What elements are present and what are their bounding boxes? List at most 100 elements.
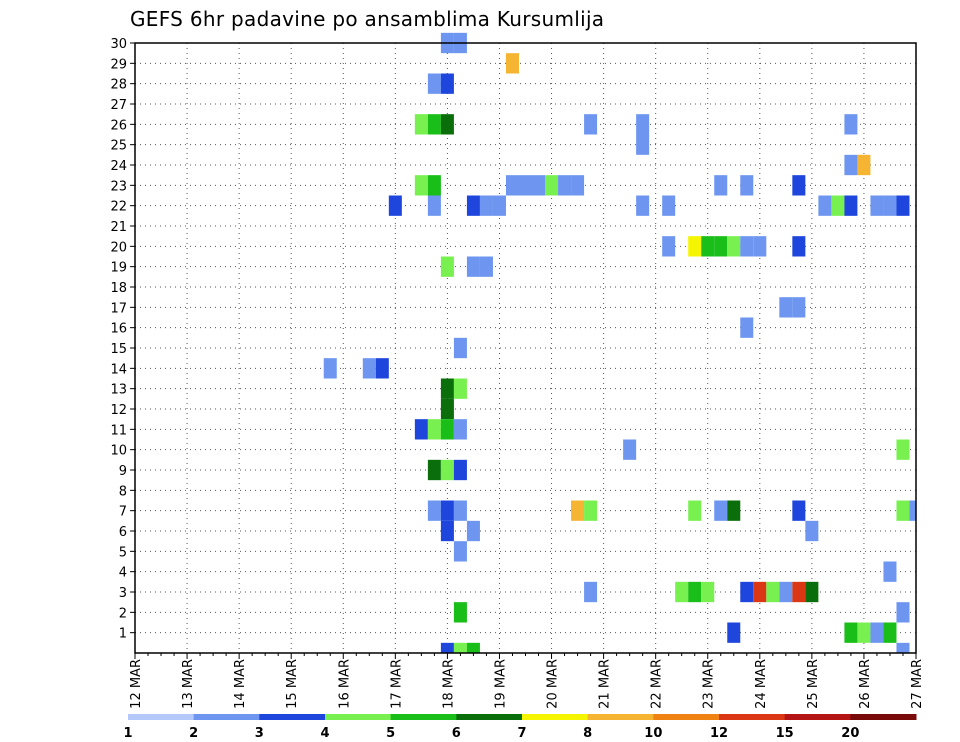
y-tick-label: 11: [110, 423, 127, 438]
precip-cell: [688, 581, 702, 603]
x-tick-label: 24 MAR: [754, 659, 769, 709]
legend: 1 2 3 4 5 6 7 8 10 12 15 20: [123, 714, 917, 741]
precip-cell: [792, 236, 806, 257]
legend-swatch: [390, 714, 457, 720]
y-tick-label: 25: [110, 139, 127, 154]
legend-label: 4: [320, 726, 329, 741]
precip-cell: [740, 317, 754, 338]
precip-cell: [896, 500, 910, 521]
legend-label: 6: [452, 726, 461, 741]
precip-cell: [440, 520, 454, 542]
x-tick-label: 25 MAR: [806, 659, 821, 709]
legend-swatch: [128, 714, 195, 720]
precip-cell: [545, 175, 559, 196]
x-tick-label: 13 MAR: [181, 659, 196, 709]
legend-swatch: [259, 714, 326, 720]
precip-cell: [844, 195, 858, 216]
precip-cell: [323, 358, 337, 379]
y-tick-label: 4: [119, 566, 127, 581]
x-tick-label: 12 MAR: [129, 659, 144, 709]
precip-cell: [896, 642, 910, 653]
precip-cell: [388, 195, 402, 216]
precip-cell: [427, 195, 441, 216]
precip-cell: [636, 114, 650, 135]
precip-cell: [427, 114, 441, 135]
precip-cell: [675, 581, 689, 603]
precip-cell: [688, 500, 702, 521]
y-tick-label: 22: [110, 200, 127, 215]
precip-cell: [792, 175, 806, 196]
precip-cell: [779, 581, 793, 603]
y-tick-label: 6: [119, 525, 127, 540]
y-tick-label: 21: [110, 220, 127, 235]
legend-swatch: [719, 714, 786, 720]
precip-cell: [427, 419, 441, 440]
precip-cell: [453, 459, 467, 481]
precip-cell: [427, 459, 441, 481]
precip-cell: [532, 175, 546, 196]
x-tick-label: 15 MAR: [285, 659, 300, 709]
legend-swatch: [850, 714, 917, 720]
y-tick-label: 28: [110, 78, 127, 93]
precip-cell: [571, 500, 585, 521]
precip-cell: [571, 175, 585, 196]
precip-cell: [440, 114, 454, 135]
precip-cell: [831, 195, 845, 216]
precip-cell: [375, 358, 389, 379]
precip-cell: [740, 581, 754, 603]
precip-cell: [740, 175, 754, 196]
precip-cell: [701, 581, 715, 603]
precip-cell: [453, 541, 467, 562]
precip-cell: [870, 195, 884, 216]
x-tick-label: 23 MAR: [702, 659, 717, 709]
precip-cell: [701, 236, 715, 257]
legend-label: 20: [841, 726, 859, 741]
precip-cell: [883, 195, 897, 216]
precip-cell: [440, 256, 454, 277]
precip-cell: [792, 581, 806, 603]
y-tick-label: 10: [110, 444, 127, 459]
precip-cell: [518, 175, 533, 196]
y-tick-label: 24: [110, 159, 127, 174]
legend-label: 10: [644, 726, 662, 741]
precip-cell: [584, 114, 598, 135]
precip-cell: [466, 195, 480, 216]
precip-cell: [453, 378, 467, 399]
precip-cell: [818, 195, 832, 216]
y-tick-label: 7: [119, 505, 127, 520]
precip-cell: [844, 114, 858, 135]
precip-cell: [505, 53, 519, 74]
precip-cell: [896, 439, 910, 460]
legend-label: 7: [517, 726, 526, 741]
precip-cell: [883, 561, 897, 582]
precip-cell: [427, 500, 441, 521]
precip-cell: [440, 378, 454, 399]
precip-cell: [414, 114, 428, 135]
y-tick-label: 2: [119, 606, 127, 621]
y-tick-label: 3: [119, 586, 127, 601]
precip-cell: [453, 642, 467, 653]
x-tick-label: 20 MAR: [546, 659, 561, 709]
precip-cell: [584, 581, 598, 603]
x-tick-label: 26 MAR: [858, 659, 873, 709]
legend-swatch: [587, 714, 654, 720]
chart-title: GEFS 6hr padavine po ansamblima Kursumli…: [130, 7, 604, 31]
y-axis: 1234567891011121314151617181920212223242…: [110, 37, 135, 642]
precip-cell: [362, 358, 376, 379]
precip-cell: [453, 500, 467, 521]
precip-cell: [870, 622, 884, 643]
precip-cell: [727, 622, 741, 643]
precip-cell: [714, 236, 728, 257]
precip-cell: [792, 297, 806, 318]
precip-cell: [857, 622, 871, 643]
precip-cell: [636, 195, 650, 216]
precip-cell: [466, 520, 480, 542]
precip-cell: [453, 419, 467, 440]
precip-cell: [753, 236, 767, 257]
precip-cell: [440, 419, 454, 440]
y-tick-label: 9: [119, 464, 127, 479]
precip-cell: [662, 195, 676, 216]
precip-cell: [453, 337, 467, 359]
precip-cell: [792, 500, 806, 521]
